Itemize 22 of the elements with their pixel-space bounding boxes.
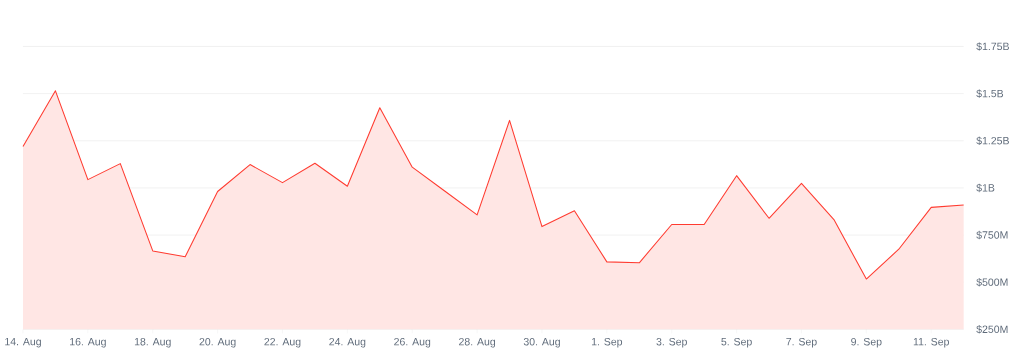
x-tick-label: 9. Sep [851,337,882,348]
x-tick-label: 16. Aug [70,337,106,348]
y-tick-label: $750M [976,230,1008,240]
y-tick-label: $1.75B [976,42,1009,51]
y-tick-label: $500M [976,277,1008,287]
x-tick-label: 1. Sep [591,337,623,348]
y-tick-label: $250M [976,325,1008,334]
x-tick-label: 30. Aug [523,337,560,348]
x-tick-label: 28. Aug [459,337,496,348]
x-tick-label: 20. Aug [199,337,236,348]
y-tick-label: $1.25B [976,136,1009,146]
x-tick-label: 14. Aug [5,337,41,348]
x-tick-label: 18. Aug [134,337,171,348]
x-tick-label: 24. Aug [329,337,366,348]
x-tick-label: 11. Sep [913,337,949,348]
x-tick-label: 5. Sep [721,337,752,348]
x-tick-label: 7. Sep [786,337,817,348]
x-tick-label: 26. Aug [394,337,431,348]
x-tick-label: 22. Aug [264,337,301,348]
x-tick-label: 3. Sep [656,337,687,348]
y-tick-label: $1.5B [976,89,1004,98]
y-tick-label: $1B [976,183,995,193]
